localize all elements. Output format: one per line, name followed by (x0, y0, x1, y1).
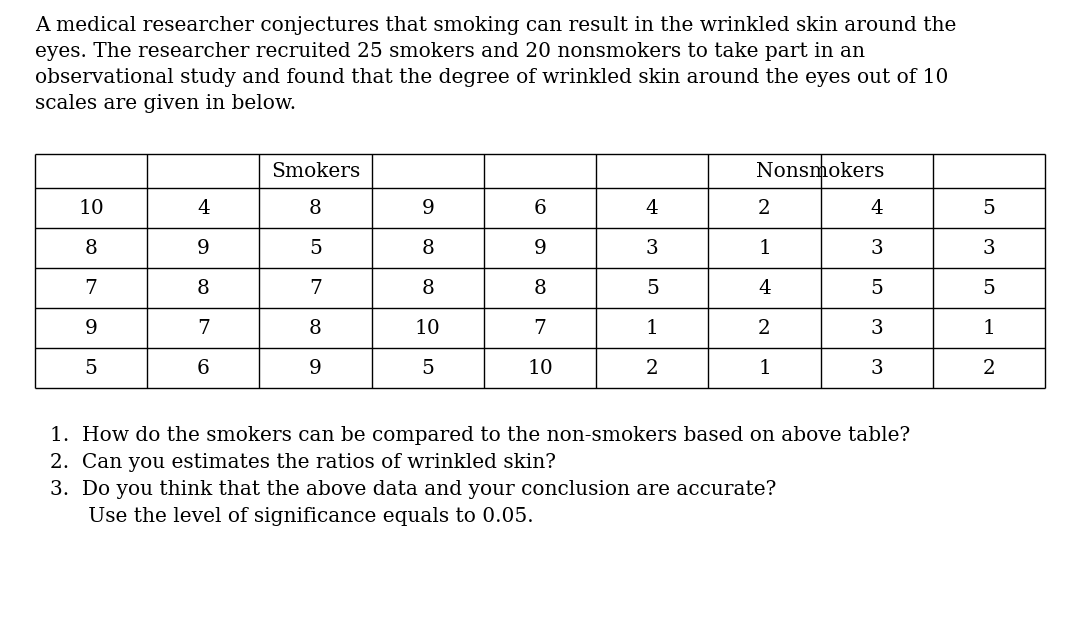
Text: 10: 10 (527, 359, 553, 377)
Text: 9: 9 (534, 238, 546, 258)
Text: Smokers: Smokers (271, 162, 361, 180)
Text: 9: 9 (421, 198, 434, 218)
Text: 4: 4 (197, 198, 210, 218)
Text: 10: 10 (415, 319, 441, 337)
Text: 5: 5 (421, 359, 434, 377)
Text: 2: 2 (758, 319, 771, 337)
Text: 4: 4 (758, 278, 771, 298)
Text: 5: 5 (84, 359, 97, 377)
Text: 1: 1 (646, 319, 659, 337)
Text: Use the level of significance equals to 0.05.: Use the level of significance equals to … (50, 507, 534, 526)
Text: 1: 1 (758, 238, 771, 258)
Text: 8: 8 (309, 198, 322, 218)
Text: 9: 9 (84, 319, 97, 337)
Text: 7: 7 (309, 278, 322, 298)
Text: 1: 1 (758, 359, 771, 377)
Text: 10: 10 (78, 198, 104, 218)
Text: A medical researcher conjectures that smoking can result in the wrinkled skin ar: A medical researcher conjectures that sm… (35, 16, 957, 35)
Text: 7: 7 (534, 319, 546, 337)
Text: 9: 9 (197, 238, 210, 258)
Text: scales are given in below.: scales are given in below. (35, 94, 296, 113)
Text: 1: 1 (983, 319, 996, 337)
Text: 4: 4 (646, 198, 659, 218)
Text: 1.  How do the smokers can be compared to the non-smokers based on above table?: 1. How do the smokers can be compared to… (50, 426, 910, 445)
Text: 2: 2 (758, 198, 771, 218)
Text: observational study and found that the degree of wrinkled skin around the eyes o: observational study and found that the d… (35, 68, 948, 87)
Text: 8: 8 (421, 278, 434, 298)
Text: 3: 3 (870, 319, 883, 337)
Text: 2.  Can you estimates the ratios of wrinkled skin?: 2. Can you estimates the ratios of wrink… (50, 453, 556, 472)
Text: 7: 7 (197, 319, 210, 337)
Text: 2: 2 (983, 359, 996, 377)
Text: 5: 5 (870, 278, 883, 298)
Text: 5: 5 (983, 198, 996, 218)
Text: eyes. The researcher recruited 25 smokers and 20 nonsmokers to take part in an: eyes. The researcher recruited 25 smoker… (35, 42, 865, 61)
Text: 8: 8 (309, 319, 322, 337)
Text: 8: 8 (84, 238, 97, 258)
Text: 7: 7 (84, 278, 97, 298)
Text: 9: 9 (309, 359, 322, 377)
Text: 8: 8 (197, 278, 210, 298)
Text: Nonsmokers: Nonsmokers (756, 162, 885, 180)
Text: 3: 3 (870, 238, 883, 258)
Text: 3.  Do you think that the above data and your conclusion are accurate?: 3. Do you think that the above data and … (50, 480, 777, 499)
Text: 3: 3 (983, 238, 996, 258)
Text: 6: 6 (534, 198, 546, 218)
Text: 8: 8 (534, 278, 546, 298)
Text: 6: 6 (197, 359, 210, 377)
Text: 5: 5 (309, 238, 322, 258)
Text: 4: 4 (870, 198, 883, 218)
Text: 5: 5 (983, 278, 996, 298)
Text: 5: 5 (646, 278, 659, 298)
Text: 3: 3 (646, 238, 659, 258)
Text: 3: 3 (870, 359, 883, 377)
Text: 2: 2 (646, 359, 659, 377)
Text: 8: 8 (421, 238, 434, 258)
